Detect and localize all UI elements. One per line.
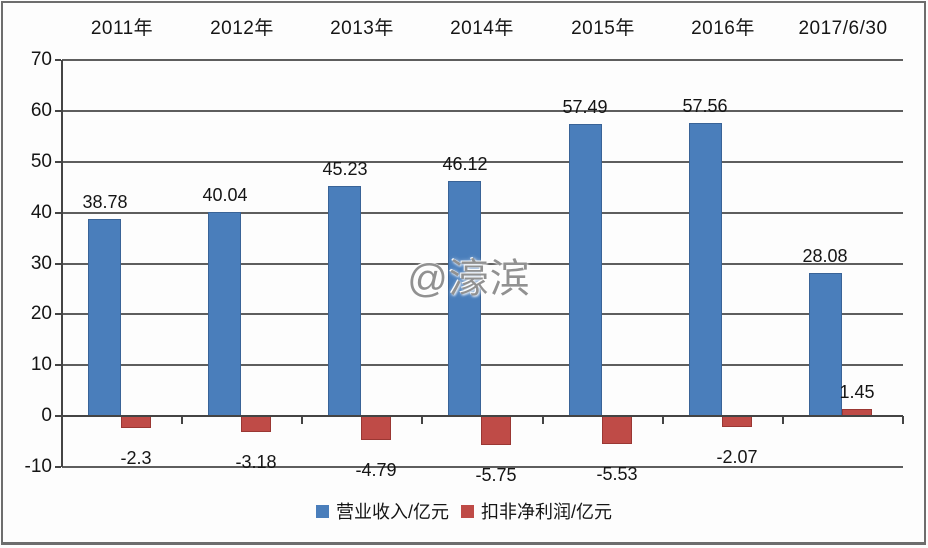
watermark: @濠滨 [407,257,531,301]
y-axis-tick [55,212,61,214]
y-axis-tick [55,161,61,163]
y-axis-tick-label: 0 [41,405,52,426]
y-axis-tick [55,364,61,366]
y-axis-tick-label: 30 [30,253,52,274]
net-profit-bar [121,416,151,428]
y-axis [61,60,63,467]
legend-item-revenue: 营业收入/亿元 [315,498,449,524]
category-label: 2017/6/30 [798,18,888,39]
y-axis-tick-label: 50 [30,151,52,172]
category-label: 2016年 [691,18,755,39]
y-axis-tick [55,59,61,61]
category-label: 2015年 [571,18,635,39]
value-label: -5.53 [596,464,638,484]
gridline [62,466,903,468]
x-axis-tick [782,416,784,424]
gridline [62,263,903,265]
gridline [62,313,903,315]
y-axis-tick [55,466,61,468]
legend-swatch-revenue-icon [315,504,329,518]
net-profit-bar [481,416,511,445]
revenue-bar [689,123,722,416]
y-axis-tick-label: -10 [24,456,52,477]
y-axis-tick [55,110,61,112]
value-label: 57.56 [682,96,728,116]
net-profit-bar [722,416,752,427]
y-axis-tick-label: 40 [30,202,52,223]
value-label: 40.04 [202,185,248,205]
legend-item-net-profit: 扣非净利润/亿元 [461,498,612,524]
legend-swatch-net-profit-icon [461,504,474,518]
revenue-bar [569,124,602,416]
legend-label-net-profit: 扣非净利润/亿元 [481,502,613,522]
x-axis [62,415,903,417]
y-axis-tick-label: 60 [30,100,52,121]
y-axis-tick [55,263,61,265]
revenue-bar [809,273,842,416]
y-axis-tick [55,415,61,417]
y-axis-tick [55,313,61,315]
value-label: 38.78 [82,192,128,212]
x-axis-tick [542,416,544,424]
net-profit-bar [361,416,391,440]
value-label: 57.49 [562,97,608,117]
value-label: -2.07 [716,447,758,467]
x-axis-tick [181,416,183,424]
gridline [62,110,903,112]
value-label: 45.23 [322,159,368,179]
x-axis-tick [61,416,63,424]
gridline [62,161,903,163]
value-label: -5.75 [475,465,517,485]
category-label: 2013年 [330,18,394,39]
legend: 营业收入/亿元 扣非净利润/亿元 [0,498,928,524]
value-label: 1.45 [839,382,875,402]
revenue-bar [448,181,481,416]
revenue-bar [88,219,121,416]
revenue-bar [208,212,241,416]
x-axis-tick [902,416,904,424]
gridline [62,212,903,214]
value-label: 46.12 [442,154,488,174]
category-label: 2011年 [90,18,154,39]
y-axis-tick-label: 70 [30,49,52,70]
revenue-bar [328,186,361,416]
value-label: 28.08 [802,246,848,266]
category-label: 2012年 [210,18,274,39]
value-label: -2.3 [120,448,152,468]
value-label: -3.18 [235,452,277,472]
x-axis-tick [301,416,303,424]
x-axis-tick [421,416,423,424]
y-axis-tick-label: 20 [30,303,52,324]
y-axis-tick-label: 10 [30,354,52,375]
x-axis-tick [662,416,664,424]
net-profit-bar [602,416,632,444]
net-profit-bar [241,416,271,432]
category-label: 2014年 [450,18,514,39]
gridline [62,364,903,366]
legend-label-revenue: 营业收入/亿元 [335,502,449,522]
gridline [62,59,903,61]
value-label: -4.79 [355,460,397,480]
